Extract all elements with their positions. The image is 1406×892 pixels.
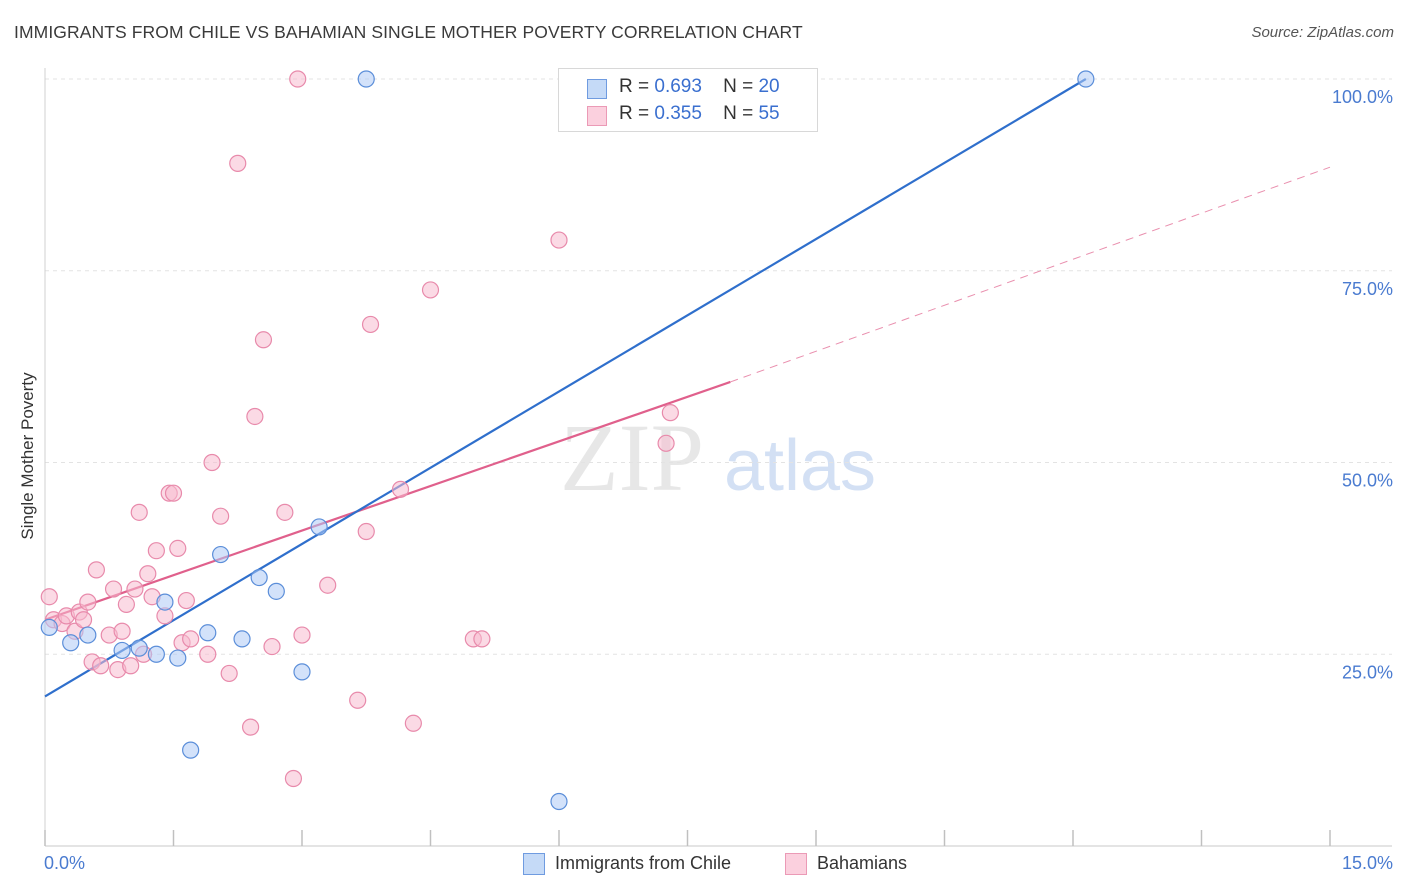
- bahamas-point: [40, 588, 58, 606]
- bahamas-point: [104, 580, 123, 598]
- bahamas-n-label: N =: [723, 103, 754, 124]
- bottom-bahamas-swatch: [785, 853, 807, 875]
- x-tick-label-max: 15.0%: [1342, 853, 1393, 873]
- bahamas-point: [661, 404, 679, 422]
- chile-point: [62, 634, 80, 652]
- y-tick-label: 50.0%: [1342, 471, 1393, 491]
- correlation-legend: R = 0.693 N = 20 R = 0.355 N = 55: [558, 68, 818, 132]
- bahamas-point: [130, 503, 148, 521]
- gridlines: [45, 78, 1392, 655]
- bahamas-point: [212, 507, 230, 525]
- bahamas-point: [289, 70, 307, 88]
- bahamas-point: [246, 407, 264, 426]
- bahamas-point: [550, 231, 568, 249]
- bahamas-point: [92, 657, 110, 675]
- bahamas-point: [122, 657, 140, 675]
- bahamas-point: [220, 664, 238, 683]
- bahamas-point: [182, 630, 200, 648]
- bahamas-point: [177, 591, 195, 610]
- chile-point: [233, 630, 251, 648]
- bahamas-point: [319, 576, 337, 594]
- bahamas-point: [349, 691, 367, 709]
- bahamas-n-value: 55: [758, 103, 780, 124]
- chile-point: [169, 649, 187, 667]
- x-tick-label-min: 0.0%: [44, 853, 85, 873]
- bahamas-point: [421, 281, 440, 299]
- bahamas-point: [473, 630, 491, 648]
- bottom-bahamas-label: Bahamians: [817, 853, 908, 873]
- bahamas-point: [391, 480, 410, 498]
- y-tick-label: 25.0%: [1342, 662, 1393, 682]
- bahamas-point: [139, 565, 157, 583]
- chile-point: [156, 593, 174, 611]
- watermark-zip: ZIP: [560, 404, 704, 511]
- chile-point: [130, 639, 148, 657]
- bahamas-point: [169, 539, 187, 558]
- bahamas-point: [404, 714, 422, 732]
- chile-point: [357, 70, 375, 88]
- source-credit: Source: ZipAtlas.com: [1251, 24, 1394, 41]
- chile-point: [147, 645, 165, 663]
- chile-point: [293, 663, 311, 681]
- x-tick-labels: 0.0% 15.0%: [44, 853, 1393, 873]
- chile-point: [1077, 70, 1095, 88]
- chile-point: [79, 626, 97, 644]
- bahamas-point: [357, 522, 375, 541]
- bahamas-r-value: 0.355: [654, 103, 702, 124]
- bahamas-point: [117, 595, 135, 613]
- bahamas-point: [147, 542, 165, 560]
- bahamas-trend-extension: [730, 166, 1331, 383]
- bahamas-swatch: [587, 106, 607, 126]
- bahamas-point: [242, 718, 260, 736]
- bahamas-point: [284, 769, 303, 788]
- y-axis-label: Single Mother Poverty: [18, 372, 37, 540]
- watermark: ZIP atlas: [560, 404, 876, 511]
- bahamas-point: [79, 593, 97, 611]
- bahamas-point: [657, 434, 675, 452]
- bottom-chile-swatch: [523, 853, 545, 875]
- chile-r-value: 0.693: [654, 76, 702, 97]
- chile-r-label: R =: [619, 76, 650, 97]
- bahamas-point: [87, 561, 106, 579]
- chile-point: [113, 641, 131, 660]
- chile-point: [310, 518, 328, 536]
- y-tick-label: 75.0%: [1342, 279, 1393, 299]
- y-tick-labels: 25.0% 50.0% 75.0% 100.0%: [1332, 87, 1393, 682]
- chile-point: [550, 792, 568, 811]
- bottom-chile-label: Immigrants from Chile: [555, 853, 732, 873]
- chile-n-value: 20: [758, 76, 780, 97]
- chart-title: IMMIGRANTS FROM CHILE VS BAHAMIAN SINGLE…: [14, 22, 803, 42]
- chile-point: [250, 568, 268, 587]
- chile-point: [182, 741, 200, 759]
- bahamas-point: [276, 503, 294, 521]
- trend-lines: [44, 78, 1331, 698]
- y-tick-label: 100.0%: [1332, 87, 1393, 107]
- chile-trend-line: [44, 78, 1087, 698]
- chile-point: [267, 582, 285, 600]
- chile-point: [199, 624, 217, 642]
- chile-point: [40, 618, 58, 637]
- bahamas-r-label: R =: [619, 103, 650, 124]
- bahamas-point: [293, 626, 311, 644]
- bahamas-point: [164, 484, 183, 502]
- chile-swatch: [587, 79, 607, 99]
- bahamas-point: [113, 622, 131, 640]
- bahamas-point: [126, 580, 144, 598]
- chile-n-label: N =: [723, 76, 754, 97]
- bahamas-point: [203, 453, 221, 472]
- bahamas-point: [254, 331, 273, 349]
- bahamas-point: [229, 154, 247, 172]
- bahamas-point: [74, 611, 93, 629]
- axes: [44, 68, 1392, 847]
- bahamas-point: [361, 315, 380, 334]
- bahamas-point: [263, 637, 281, 656]
- bahamas-point: [199, 645, 217, 663]
- bahamas-trend-line: [44, 380, 731, 621]
- watermark-atlas: atlas: [724, 426, 876, 506]
- chile-point: [212, 545, 230, 564]
